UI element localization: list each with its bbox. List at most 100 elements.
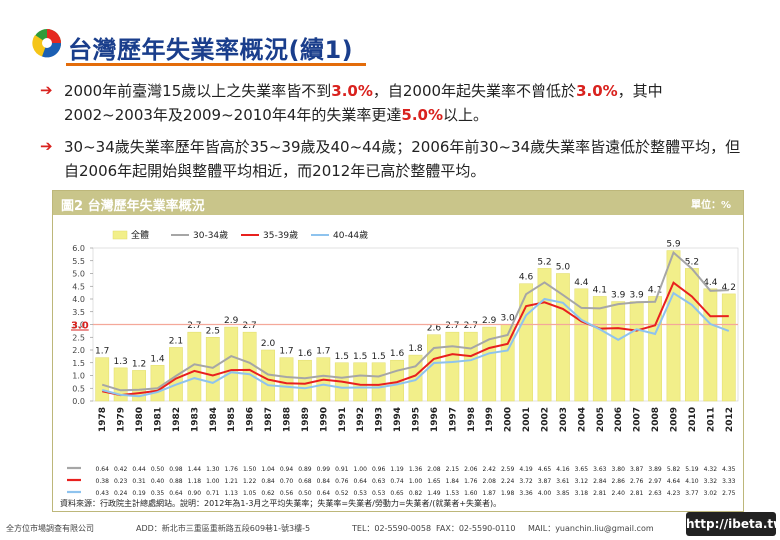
table-cell: 4.65: [538, 466, 552, 473]
table-cell: 4.10: [685, 478, 699, 485]
table-cell: 0.64: [354, 478, 368, 485]
table-cell: 1.30: [206, 466, 220, 473]
table-cell: 2.81: [630, 490, 644, 497]
table-cell: 1.50: [243, 466, 257, 473]
paragraph-text: 30~34歲失業率歷年皆高於35~39歲及40~44歲；2006年前30~34歲…: [64, 138, 741, 180]
table-cell: 1.98: [501, 490, 515, 497]
bar-value-label: 4.2: [722, 283, 736, 293]
table-cell: 0.52: [335, 490, 349, 497]
line-30-34: [101, 250, 729, 392]
table-cell: 2.08: [427, 466, 441, 473]
footer-fax: FAX：02-5590-0110: [436, 524, 516, 533]
table-cell: 0.64: [169, 490, 183, 497]
table-cell: 3.61: [556, 478, 570, 485]
bar-overall: [187, 331, 202, 402]
x-tick-label: 2010: [688, 407, 698, 432]
bar-overall: [703, 288, 718, 402]
table-cell: 1.19: [390, 466, 404, 473]
table-cell: 0.40: [151, 478, 165, 485]
x-tick-label: 1991: [338, 407, 348, 432]
table-cell: 1.00: [409, 478, 423, 485]
table-cell: 0.19: [132, 490, 146, 497]
table-cell: 0.65: [390, 490, 404, 497]
table-cell: 3.02: [704, 490, 718, 497]
bar-value-label: 1.4: [150, 354, 165, 364]
table-cell: 4.23: [667, 490, 681, 497]
table-cell: 5.82: [667, 466, 681, 473]
table-cell: 0.84: [261, 478, 275, 485]
table-cell: 3.63: [593, 466, 607, 473]
logo-icon: [32, 29, 62, 58]
table-cell: 0.50: [151, 466, 165, 473]
footer-mail[interactable]: MAIL：yuanchin.liu@gmail.com: [528, 524, 654, 533]
bar-value-label: 1.7: [279, 347, 293, 357]
x-tick-label: 2012: [725, 407, 735, 432]
legend-label: 35-39歲: [263, 229, 298, 241]
bar-overall: [592, 296, 607, 402]
bar-overall: [150, 365, 165, 402]
table-cell: 0.91: [335, 466, 349, 473]
bar-overall: [482, 326, 497, 402]
table-cell: 0.70: [280, 478, 294, 485]
table-cell: 0.90: [188, 490, 202, 497]
table-cell: 0.99: [317, 466, 331, 473]
bar-value-label: 2.9: [482, 316, 497, 326]
legend-swatch: [112, 230, 128, 240]
table-cell: 0.44: [132, 466, 146, 473]
bar-value-label: 1.3: [113, 357, 127, 367]
table-cell: 2.40: [612, 490, 626, 497]
bar-overall: [205, 337, 220, 402]
x-tick-label: 1995: [412, 407, 422, 432]
x-tick-label: 1998: [467, 407, 477, 432]
y-tick-label: 0.0: [72, 397, 85, 406]
bar-value-label: 1.6: [298, 349, 313, 359]
table-cell: 1.49: [427, 490, 441, 497]
x-tick-label: 1993: [375, 407, 385, 432]
table-cell: 0.84: [317, 478, 331, 485]
table-cell: 3.72: [519, 478, 533, 485]
table-cell: 2.86: [612, 478, 626, 485]
x-tick-label: 1979: [117, 407, 127, 432]
brand-logo[interactable]: http://ibeta.tw: [686, 512, 780, 536]
chart-title: 圖2 台灣歷年失業率概況: [61, 199, 205, 214]
table-cell: 0.31: [132, 478, 146, 485]
x-tick-label: 1992: [356, 407, 366, 432]
table-cell: 3.36: [519, 490, 533, 497]
bar-value-label: 2.7: [464, 321, 478, 331]
paragraph-text: ，其中2002~2003年及2009~2010年4年的失業率更達: [64, 82, 663, 124]
table-cell: 1.05: [243, 490, 257, 497]
table-cell: 5.19: [685, 466, 699, 473]
x-tick-label: 1989: [301, 407, 311, 432]
table-cell: 1.76: [464, 478, 478, 485]
table-cell: 4.19: [519, 466, 533, 473]
x-tick-label: 2008: [651, 407, 661, 432]
table-cell: 2.97: [648, 478, 662, 485]
y-tick-label: 0.5: [72, 384, 85, 393]
bar-overall: [666, 250, 681, 402]
footer-company: 全方位市場調查有限公司: [6, 524, 94, 533]
bullet-paragraph-1: 2000年前臺灣15歲以上之失業率皆不到3.0%，自2000年起失業率不曾低於3…: [64, 79, 744, 127]
table-cell: 4.32: [704, 466, 718, 473]
highlight-value: 3.0%: [331, 82, 373, 100]
bar-value-label: 5.2: [537, 257, 551, 267]
table-cell: 4.16: [556, 466, 570, 473]
bar-value-label: 2.9: [224, 316, 239, 326]
bar-overall: [463, 331, 478, 402]
bar-value-label: 2.5: [206, 326, 220, 336]
title-underline: [66, 63, 366, 66]
bar-value-label: 5.0: [556, 263, 571, 273]
table-cell: 0.71: [206, 490, 220, 497]
table-cell: 0.76: [335, 478, 349, 485]
table-cell: 1.18: [188, 478, 202, 485]
bar-value-label: 3.9: [611, 291, 626, 301]
bar-value-label: 2.1: [169, 336, 183, 346]
bar-value-label: 5.2: [685, 257, 699, 267]
y-tick-label: 1.0: [72, 372, 85, 381]
bar-overall: [629, 301, 644, 402]
table-cell: 0.82: [409, 490, 423, 497]
table-cell: 3.33: [722, 478, 736, 485]
bar-value-label: 1.8: [408, 344, 423, 354]
y-tick-label: 4.5: [72, 282, 85, 291]
reference-line-label: 3.0: [71, 321, 89, 332]
chart-panel: 圖2 台灣歷年失業率概況 單位：% 0.0 0.5 1.0 1.5 2.0 2.5 3.0 3…: [52, 190, 744, 512]
